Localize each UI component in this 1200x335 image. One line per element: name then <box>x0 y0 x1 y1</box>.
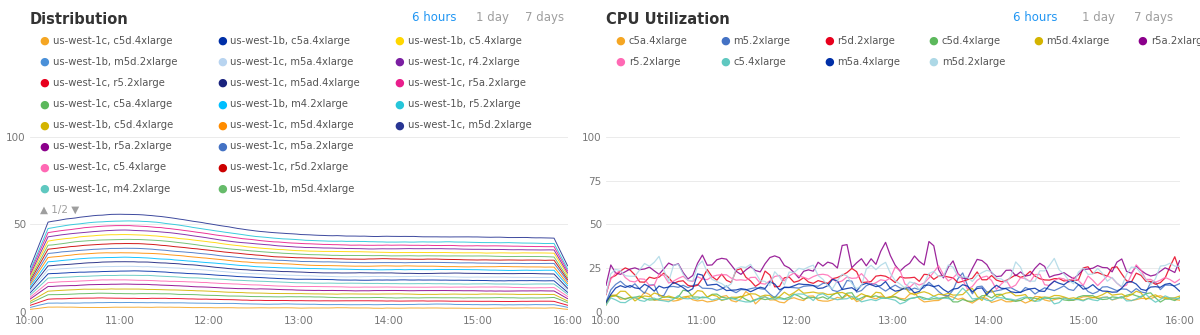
Text: ●: ● <box>217 36 227 46</box>
Text: 7 days: 7 days <box>524 11 564 24</box>
Text: c5a.4xlarge: c5a.4xlarge <box>629 36 688 46</box>
Text: us-west-1c, c5a.4xlarge: us-west-1c, c5a.4xlarge <box>53 99 172 109</box>
Text: ●: ● <box>40 120 49 130</box>
Text: us-west-1b, c5a.4xlarge: us-west-1b, c5a.4xlarge <box>230 36 350 46</box>
Text: ●: ● <box>616 57 625 67</box>
Text: ●: ● <box>217 78 227 88</box>
Text: m5.2xlarge: m5.2xlarge <box>733 36 790 46</box>
Text: us-west-1b, m5d.2xlarge: us-west-1b, m5d.2xlarge <box>53 57 178 67</box>
Text: us-west-1c, m5d.4xlarge: us-west-1c, m5d.4xlarge <box>230 120 354 130</box>
Text: 1 day: 1 day <box>1082 11 1115 24</box>
Text: 6 hours: 6 hours <box>1013 11 1057 24</box>
Text: c5d.4xlarge: c5d.4xlarge <box>942 36 1001 46</box>
Text: r5d.2xlarge: r5d.2xlarge <box>838 36 895 46</box>
Text: Distribution: Distribution <box>30 12 128 27</box>
Text: ●: ● <box>40 184 49 194</box>
Text: ●: ● <box>720 57 730 67</box>
Text: us-west-1c, r5.2xlarge: us-west-1c, r5.2xlarge <box>53 78 164 88</box>
Text: us-west-1c, m4.2xlarge: us-west-1c, m4.2xlarge <box>53 184 170 194</box>
Text: us-west-1b, c5d.4xlarge: us-west-1b, c5d.4xlarge <box>53 120 173 130</box>
Text: us-west-1b, r5.2xlarge: us-west-1b, r5.2xlarge <box>408 99 521 109</box>
Text: us-west-1c, r5d.2xlarge: us-west-1c, r5d.2xlarge <box>230 162 349 173</box>
Text: ●: ● <box>395 78 404 88</box>
Text: us-west-1c, r4.2xlarge: us-west-1c, r4.2xlarge <box>408 57 520 67</box>
Text: ●: ● <box>824 57 834 67</box>
Text: m5d.4xlarge: m5d.4xlarge <box>1046 36 1110 46</box>
Text: us-west-1b, m5d.4xlarge: us-west-1b, m5d.4xlarge <box>230 184 355 194</box>
Text: ●: ● <box>1033 36 1043 46</box>
Text: 7 days: 7 days <box>1134 11 1172 24</box>
Text: ●: ● <box>395 36 404 46</box>
Text: us-west-1c, m5a.2xlarge: us-west-1c, m5a.2xlarge <box>230 141 354 151</box>
Text: 1 day: 1 day <box>476 11 509 24</box>
Text: ●: ● <box>217 120 227 130</box>
Text: ●: ● <box>1138 36 1147 46</box>
Text: us-west-1c, c5d.4xlarge: us-west-1c, c5d.4xlarge <box>53 36 173 46</box>
Text: us-west-1c, m5a.4xlarge: us-west-1c, m5a.4xlarge <box>230 57 354 67</box>
Text: us-west-1c, c5.4xlarge: us-west-1c, c5.4xlarge <box>53 162 166 173</box>
Text: ●: ● <box>40 78 49 88</box>
Text: c5.4xlarge: c5.4xlarge <box>733 57 786 67</box>
Text: ●: ● <box>395 120 404 130</box>
Text: ●: ● <box>929 36 938 46</box>
Text: ●: ● <box>40 36 49 46</box>
Text: ●: ● <box>217 99 227 109</box>
Text: ●: ● <box>40 57 49 67</box>
Text: r5a.2xlarge: r5a.2xlarge <box>1151 36 1200 46</box>
Text: ●: ● <box>40 99 49 109</box>
Text: us-west-1c, m5d.2xlarge: us-west-1c, m5d.2xlarge <box>408 120 532 130</box>
Text: ●: ● <box>824 36 834 46</box>
Text: ●: ● <box>40 141 49 151</box>
Text: CPU Utilization: CPU Utilization <box>606 12 730 27</box>
Text: us-west-1c, m5ad.4xlarge: us-west-1c, m5ad.4xlarge <box>230 78 360 88</box>
Text: r5.2xlarge: r5.2xlarge <box>629 57 680 67</box>
Text: ●: ● <box>217 57 227 67</box>
Text: ●: ● <box>217 184 227 194</box>
Text: ▲ 1/2 ▼: ▲ 1/2 ▼ <box>40 205 79 215</box>
Text: m5d.2xlarge: m5d.2xlarge <box>942 57 1006 67</box>
Text: us-west-1b, r5a.2xlarge: us-west-1b, r5a.2xlarge <box>53 141 172 151</box>
Text: m5a.4xlarge: m5a.4xlarge <box>838 57 900 67</box>
Text: us-west-1b, m4.2xlarge: us-west-1b, m4.2xlarge <box>230 99 348 109</box>
Text: us-west-1c, r5a.2xlarge: us-west-1c, r5a.2xlarge <box>408 78 526 88</box>
Text: ●: ● <box>616 36 625 46</box>
Text: 6 hours: 6 hours <box>412 11 456 24</box>
Text: ●: ● <box>720 36 730 46</box>
Text: ●: ● <box>217 162 227 173</box>
Text: ●: ● <box>40 162 49 173</box>
Text: ●: ● <box>395 99 404 109</box>
Text: ●: ● <box>395 57 404 67</box>
Text: ●: ● <box>929 57 938 67</box>
Text: us-west-1b, c5.4xlarge: us-west-1b, c5.4xlarge <box>408 36 522 46</box>
Text: ●: ● <box>217 141 227 151</box>
